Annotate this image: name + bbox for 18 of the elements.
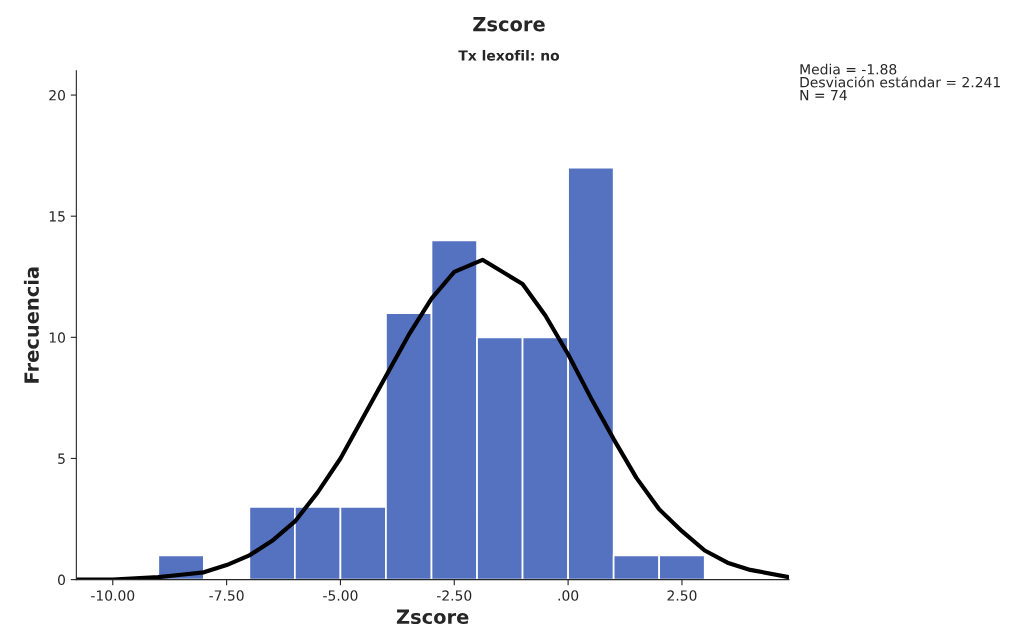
chart-title: Zscore (473, 16, 545, 32)
x-axis-title: Zscore (396, 609, 469, 625)
text: N = 74 (800, 90, 847, 101)
x-tick-label: -10.00 (91, 590, 135, 601)
y-tick-label: 0 (58, 574, 66, 586)
y-tick-label: 15 (49, 211, 65, 222)
x-tick-label: -5.00 (323, 590, 358, 601)
y-axis-title: Frecuencia (23, 267, 39, 383)
y-tick-label: 20 (49, 90, 66, 101)
y-tick-label: 5 (58, 453, 65, 464)
x-tick-label: -2.50 (436, 590, 472, 601)
text: Desviación estándar = 2.241 (800, 76, 1000, 88)
x-tick-label: -7.50 (209, 590, 244, 601)
chart-subtitle: Tx lexofil: no (458, 49, 560, 61)
text: Media = -1.88 (800, 63, 897, 75)
x-tick-label: .00 (558, 590, 579, 601)
y-tick-label: 10 (49, 332, 66, 343)
x-tick-label: 2.50 (667, 590, 697, 601)
